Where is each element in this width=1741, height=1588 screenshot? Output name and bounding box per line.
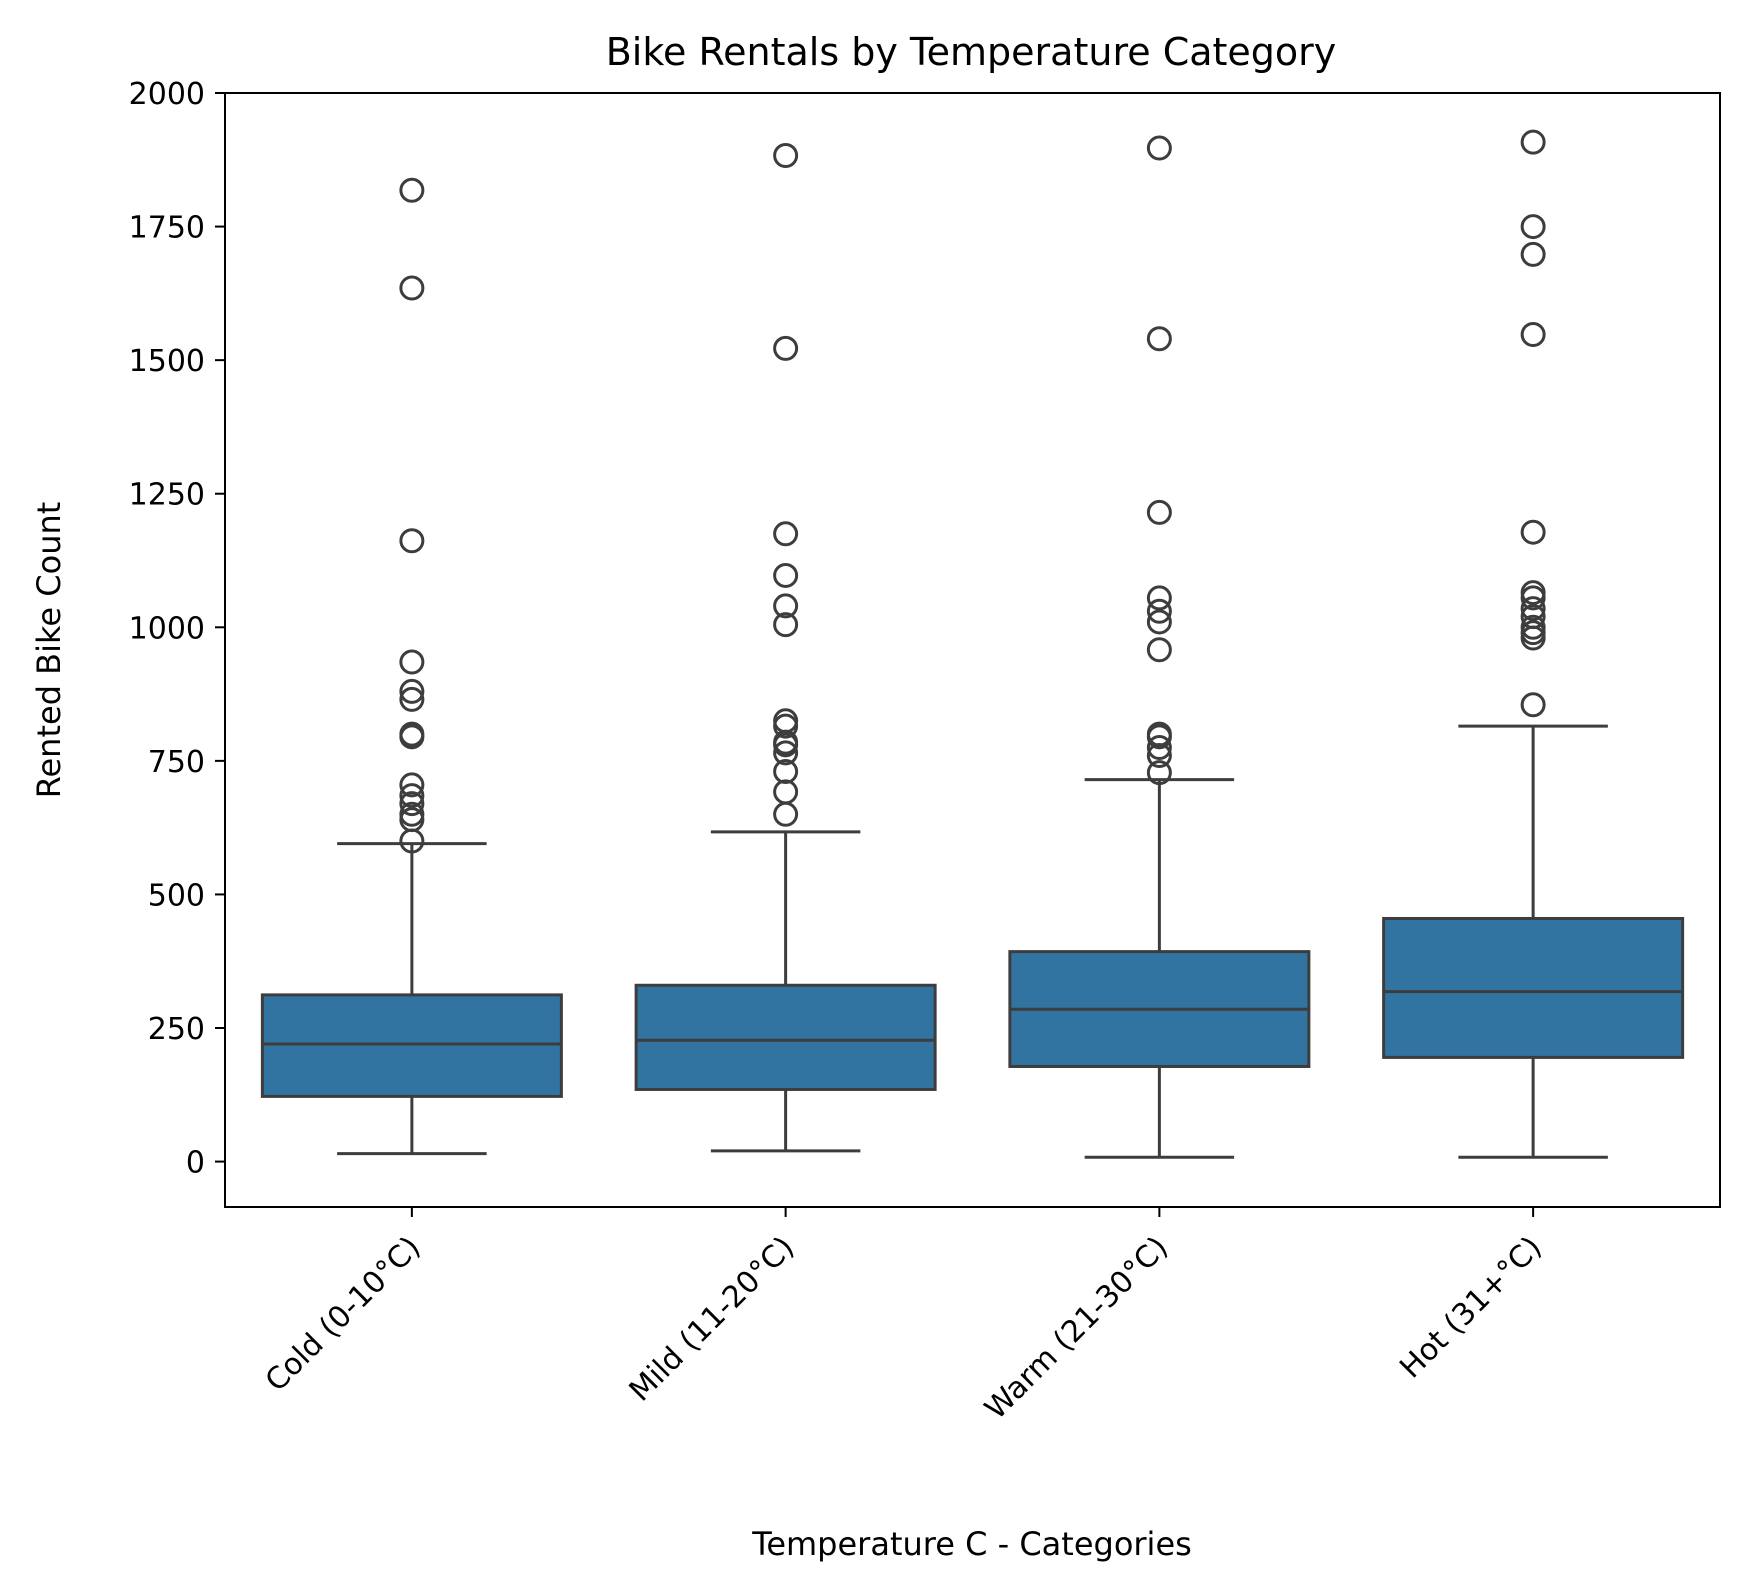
x-tick-label: Warm (21-30°C) (978, 1230, 1175, 1427)
outlier-point (1146, 760, 1172, 786)
outlier-point (1520, 129, 1546, 155)
outlier-point (399, 783, 425, 809)
y-tick-label: 750 (148, 745, 205, 780)
outlier-point (1146, 585, 1172, 611)
box-group (1008, 135, 1311, 1159)
outlier-point (1520, 322, 1546, 348)
y-tick-label: 1250 (129, 478, 205, 513)
x-axis: Cold (0-10°C) Mild (11-20°C) Warm (21-30°C… (259, 1207, 1549, 1427)
outlier-point (773, 593, 799, 619)
x-tick-label: Cold (0-10°C) (259, 1230, 428, 1399)
outlier-point (1146, 499, 1172, 525)
x-tick-label: Hot (31+°C) (1393, 1230, 1548, 1385)
y-tick-label: 250 (148, 1012, 205, 1047)
box-group (1382, 129, 1685, 1159)
outlier-point (1520, 580, 1546, 606)
outlier-point (1146, 609, 1172, 635)
outlier-point (773, 801, 799, 827)
y-tick-label: 0 (186, 1146, 205, 1181)
outlier-point (773, 521, 799, 547)
iqr-box (1382, 916, 1685, 1059)
outlier-point (773, 612, 799, 638)
y-axis-label: Rented Bike Count (30, 502, 68, 799)
outlier-point (399, 686, 425, 712)
iqr-box (634, 983, 937, 1091)
outlier-point (1520, 214, 1546, 240)
outlier-point (773, 562, 799, 588)
outlier-point (399, 528, 425, 554)
outlier-point (399, 649, 425, 675)
box-group (260, 177, 563, 1156)
x-axis-label: Temperature C - Categories (751, 1525, 1192, 1563)
outlier-point (1520, 614, 1546, 640)
outlier-point (399, 721, 425, 747)
plot-frame (224, 92, 1721, 1208)
y-axis: 0 250 500 750 1000 1250 1500 1750 2000 (129, 77, 225, 1181)
y-tick-label: 2000 (129, 77, 205, 112)
outlier-point (1146, 326, 1172, 352)
outlier-point (1520, 519, 1546, 545)
box-group (634, 143, 937, 1153)
outlier-point (1146, 735, 1172, 761)
outlier-point (399, 772, 425, 798)
outlier-point (399, 678, 425, 704)
outlier-point (1520, 596, 1546, 622)
outlier-point (399, 801, 425, 827)
outlier-point (399, 275, 425, 301)
outlier-point (773, 740, 799, 766)
x-tick-label: Mild (11-20°C) (623, 1230, 802, 1409)
outlier-point (1520, 692, 1546, 718)
iqr-box (260, 993, 563, 1098)
y-tick-label: 500 (148, 878, 205, 913)
outlier-point (1146, 598, 1172, 624)
outlier-point (399, 177, 425, 203)
y-tick-label: 1500 (129, 344, 205, 379)
y-tick-label: 1750 (129, 211, 205, 246)
outlier-point (773, 335, 799, 361)
y-tick-label: 1000 (129, 611, 205, 646)
outlier-point (1146, 721, 1172, 747)
plot-area (260, 129, 1685, 1159)
outlier-point (1520, 241, 1546, 267)
chart-title: Bike Rentals by Temperature Category (606, 30, 1337, 74)
outlier-point (1520, 604, 1546, 630)
outlier-point (773, 708, 799, 734)
outlier-point (773, 779, 799, 805)
outlier-point (399, 791, 425, 817)
outlier-point (1146, 135, 1172, 161)
outlier-point (773, 143, 799, 169)
outlier-point (1146, 637, 1172, 663)
outlier-point (773, 759, 799, 785)
